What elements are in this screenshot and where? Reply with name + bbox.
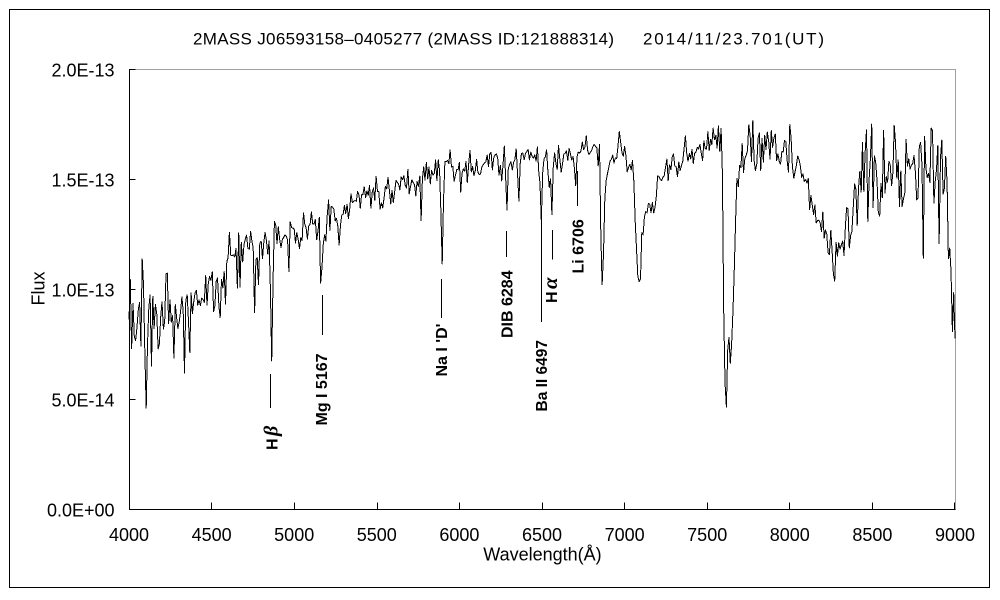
svg-text:2014/11/23.701(UT): 2014/11/23.701(UT) xyxy=(643,30,824,49)
svg-text:DIB 6284: DIB 6284 xyxy=(500,270,517,338)
svg-text:Li 6706: Li 6706 xyxy=(571,219,588,273)
svg-text:4500: 4500 xyxy=(192,525,232,545)
svg-text:9000: 9000 xyxy=(935,525,975,545)
svg-text:5.0E-14: 5.0E-14 xyxy=(51,391,114,411)
svg-text:Mg I 5167: Mg I 5167 xyxy=(314,353,331,425)
svg-text:5500: 5500 xyxy=(357,525,397,545)
svg-text:8500: 8500 xyxy=(852,525,892,545)
svg-text:Hβ: Hβ xyxy=(261,423,283,450)
svg-text:8000: 8000 xyxy=(770,525,810,545)
svg-text:2.0E-13: 2.0E-13 xyxy=(51,61,114,81)
svg-text:Flux: Flux xyxy=(29,271,49,305)
svg-text:7500: 7500 xyxy=(687,525,727,545)
svg-text:2MASS J06593158–0405277 (2MASS: 2MASS J06593158–0405277 (2MASS ID:121888… xyxy=(193,30,614,49)
svg-text:Wavelength(Å): Wavelength(Å) xyxy=(483,545,601,565)
svg-text:Ba II 6497: Ba II 6497 xyxy=(534,340,551,412)
svg-text:7000: 7000 xyxy=(605,525,645,545)
svg-text:1.5E-13: 1.5E-13 xyxy=(51,171,114,191)
svg-text:0.0E+00: 0.0E+00 xyxy=(47,501,115,521)
svg-text:4000: 4000 xyxy=(109,525,149,545)
svg-text:Na I 'D': Na I 'D' xyxy=(434,324,451,377)
svg-text:6000: 6000 xyxy=(439,525,479,545)
svg-text:1.0E-13: 1.0E-13 xyxy=(51,281,114,301)
svg-text:6500: 6500 xyxy=(522,525,562,545)
svg-text:5000: 5000 xyxy=(274,525,314,545)
